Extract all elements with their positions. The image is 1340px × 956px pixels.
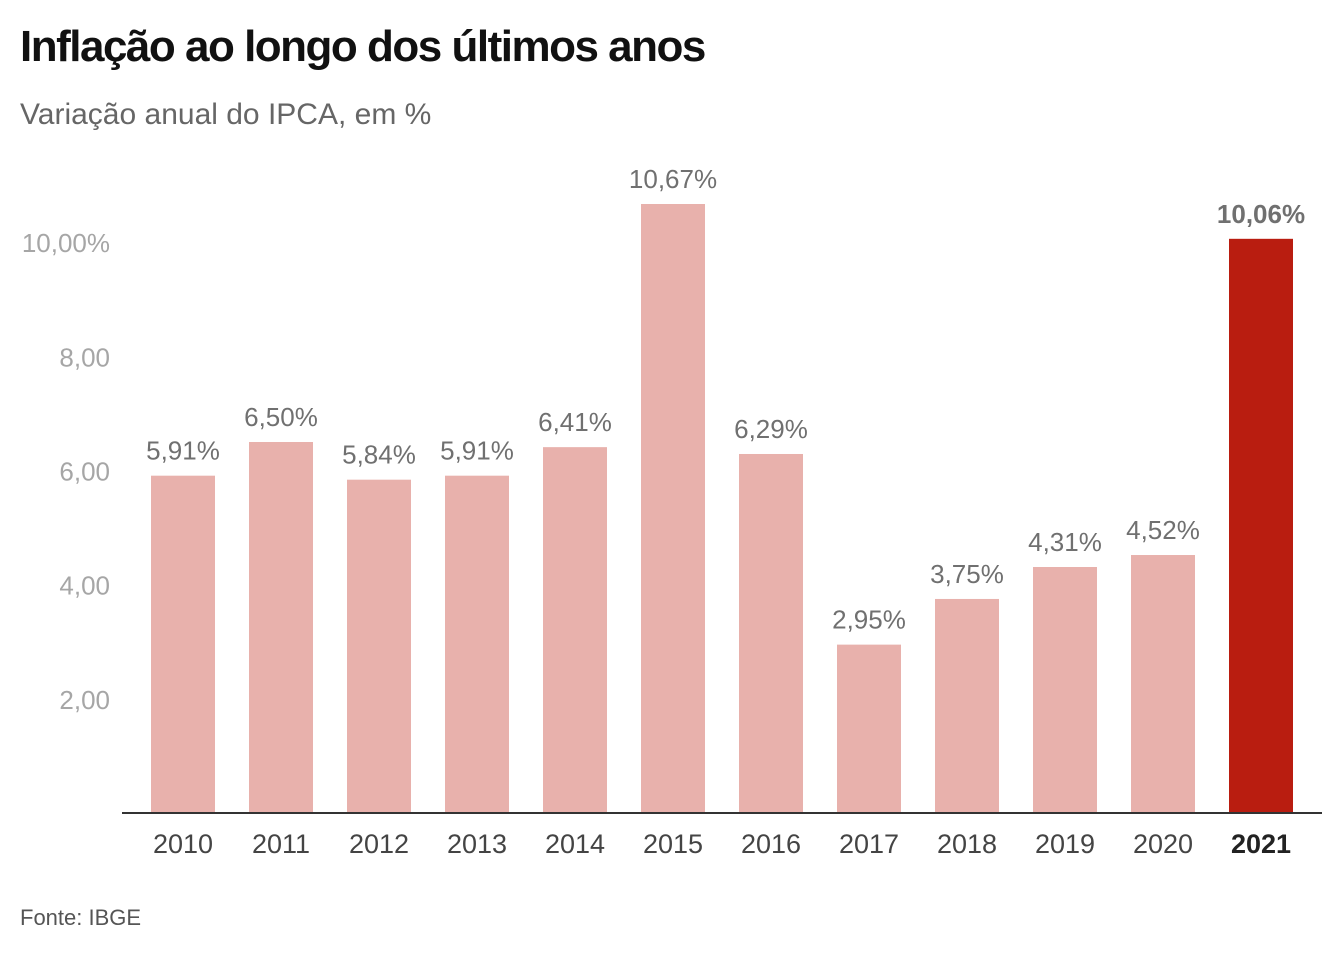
y-tick-label: 10,00% xyxy=(22,228,110,258)
bar-2021 xyxy=(1229,238,1293,814)
x-tick-label: 2015 xyxy=(643,829,703,859)
chart-subtitle: Variação anual do IPCA, em % xyxy=(20,98,432,131)
x-tick-label: 2018 xyxy=(937,829,997,859)
y-tick-label: 2,00 xyxy=(59,685,110,715)
data-label: 4,52% xyxy=(1126,515,1200,545)
source-note: Fonte: IBGE xyxy=(20,905,142,930)
data-label: 6,50% xyxy=(244,402,318,432)
data-label: 6,41% xyxy=(538,407,612,437)
x-tick-label: 2020 xyxy=(1133,829,1193,859)
bar-2013 xyxy=(445,475,509,813)
data-label: 4,31% xyxy=(1028,527,1102,557)
bar-2014 xyxy=(543,447,607,813)
x-tick-label: 2010 xyxy=(153,829,213,859)
x-tick-label: 2014 xyxy=(545,829,605,859)
chart-title: Inflação ao longo dos últimos anos xyxy=(20,22,706,71)
bar-2018 xyxy=(935,598,999,813)
data-label: 10,67% xyxy=(629,164,717,194)
bar-2019 xyxy=(1033,567,1097,813)
x-tick-label: 2017 xyxy=(839,829,899,859)
y-tick-label: 4,00 xyxy=(59,571,110,601)
data-label: 5,91% xyxy=(146,436,220,466)
bar-2012 xyxy=(347,479,411,813)
bar-2016 xyxy=(739,453,803,813)
y-tick-label: 8,00 xyxy=(59,342,110,372)
x-tick-label: 2011 xyxy=(252,829,310,859)
data-label: 10,06% xyxy=(1217,199,1305,229)
bar-2020 xyxy=(1131,555,1195,813)
bar-2011 xyxy=(249,442,313,813)
bar-2017 xyxy=(837,644,901,813)
data-label: 2,95% xyxy=(832,605,906,635)
x-tick-label: 2012 xyxy=(349,829,409,859)
x-tick-label: 2013 xyxy=(447,829,507,859)
data-label: 5,91% xyxy=(440,436,514,466)
bar-2015 xyxy=(641,204,705,813)
y-tick-label: 6,00 xyxy=(59,457,110,487)
data-label: 5,84% xyxy=(342,440,416,470)
bar-2010 xyxy=(151,475,215,813)
x-tick-label: 2016 xyxy=(741,829,801,859)
x-tick-label: 2019 xyxy=(1035,829,1095,859)
x-tick-label: 2021 xyxy=(1231,829,1291,859)
data-label: 3,75% xyxy=(930,559,1004,589)
data-label: 6,29% xyxy=(734,414,808,444)
